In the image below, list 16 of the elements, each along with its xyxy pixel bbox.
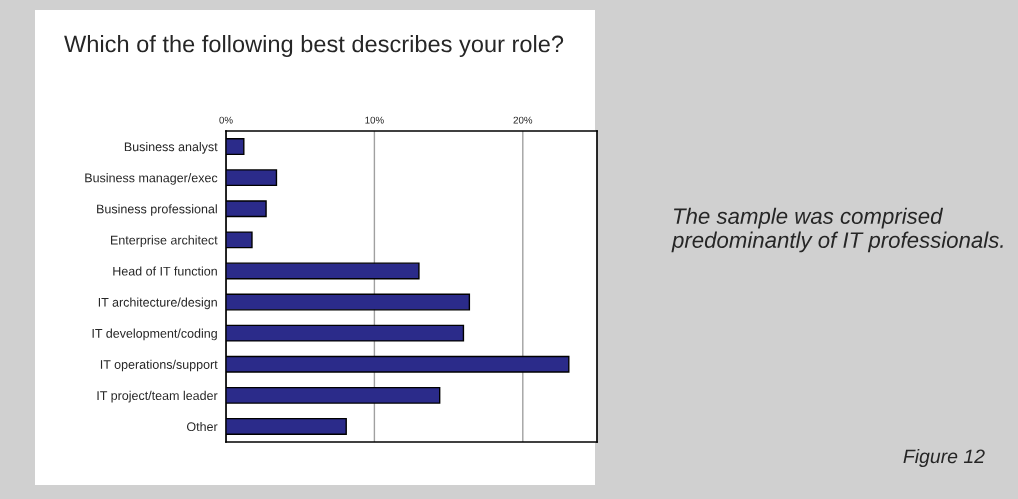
- x-tick-label: 20%: [513, 116, 533, 124]
- chart-title: Which of the following best describes your role?: [64, 35, 564, 57]
- y-tick-label: Head of IT function: [113, 266, 217, 276]
- y-tick-label: Enterprise architect: [111, 235, 218, 247]
- y-tick-label: Business manager/exec: [85, 173, 218, 185]
- y-tick-label: IT architecture/design: [98, 297, 217, 310]
- y-tick-label: IT development/coding: [92, 328, 217, 341]
- x-tick-label: 0%: [219, 116, 233, 124]
- x-tick-label: 10%: [365, 116, 384, 124]
- y-tick-label: IT project/team leader: [97, 390, 218, 403]
- y-tick-label: IT operations/support: [100, 359, 218, 372]
- y-tick-label: Business analyst: [124, 142, 218, 154]
- y-tick-label: Business professional: [97, 204, 217, 216]
- text: The sample was comprised predominantly of IT professionals.: [671, 207, 1003, 253]
- caption: Figure 12: [903, 448, 985, 468]
- y-tick-label: Other: [187, 421, 218, 432]
